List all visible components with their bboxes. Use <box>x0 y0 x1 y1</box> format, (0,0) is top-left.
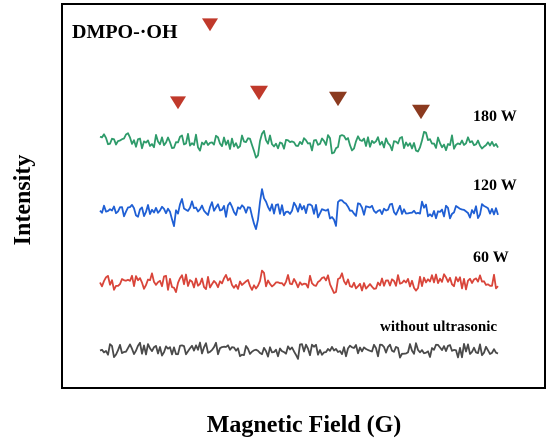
series-line-without-ultrasonic <box>99 341 499 360</box>
peak-marker-4 <box>412 104 430 120</box>
title-marker <box>202 18 218 32</box>
peak-marker-2 <box>250 85 268 101</box>
series-line-180-w <box>99 129 499 159</box>
y-axis-label: Intensity <box>10 155 36 246</box>
series-label-120-w: 120 W <box>473 177 517 194</box>
series-label-180-w: 180 W <box>473 108 517 125</box>
peak-marker-3 <box>329 91 347 107</box>
series-line-60-w <box>99 269 499 294</box>
x-axis-label: Magnetic Field (G) <box>207 412 402 438</box>
series-label-without-ultrasonic: without ultrasonic <box>380 319 497 335</box>
series-line-120-w <box>99 188 499 231</box>
peak-markers <box>170 18 430 120</box>
peak-marker-1 <box>170 96 186 110</box>
spectrum-traces <box>99 129 499 360</box>
plot-frame <box>61 3 546 389</box>
series-label-60-w: 60 W <box>473 249 509 266</box>
chart-title: DMPO-·OH <box>72 21 178 43</box>
series-labels: 180 W 120 W 60 W without ultrasonic <box>380 108 517 335</box>
